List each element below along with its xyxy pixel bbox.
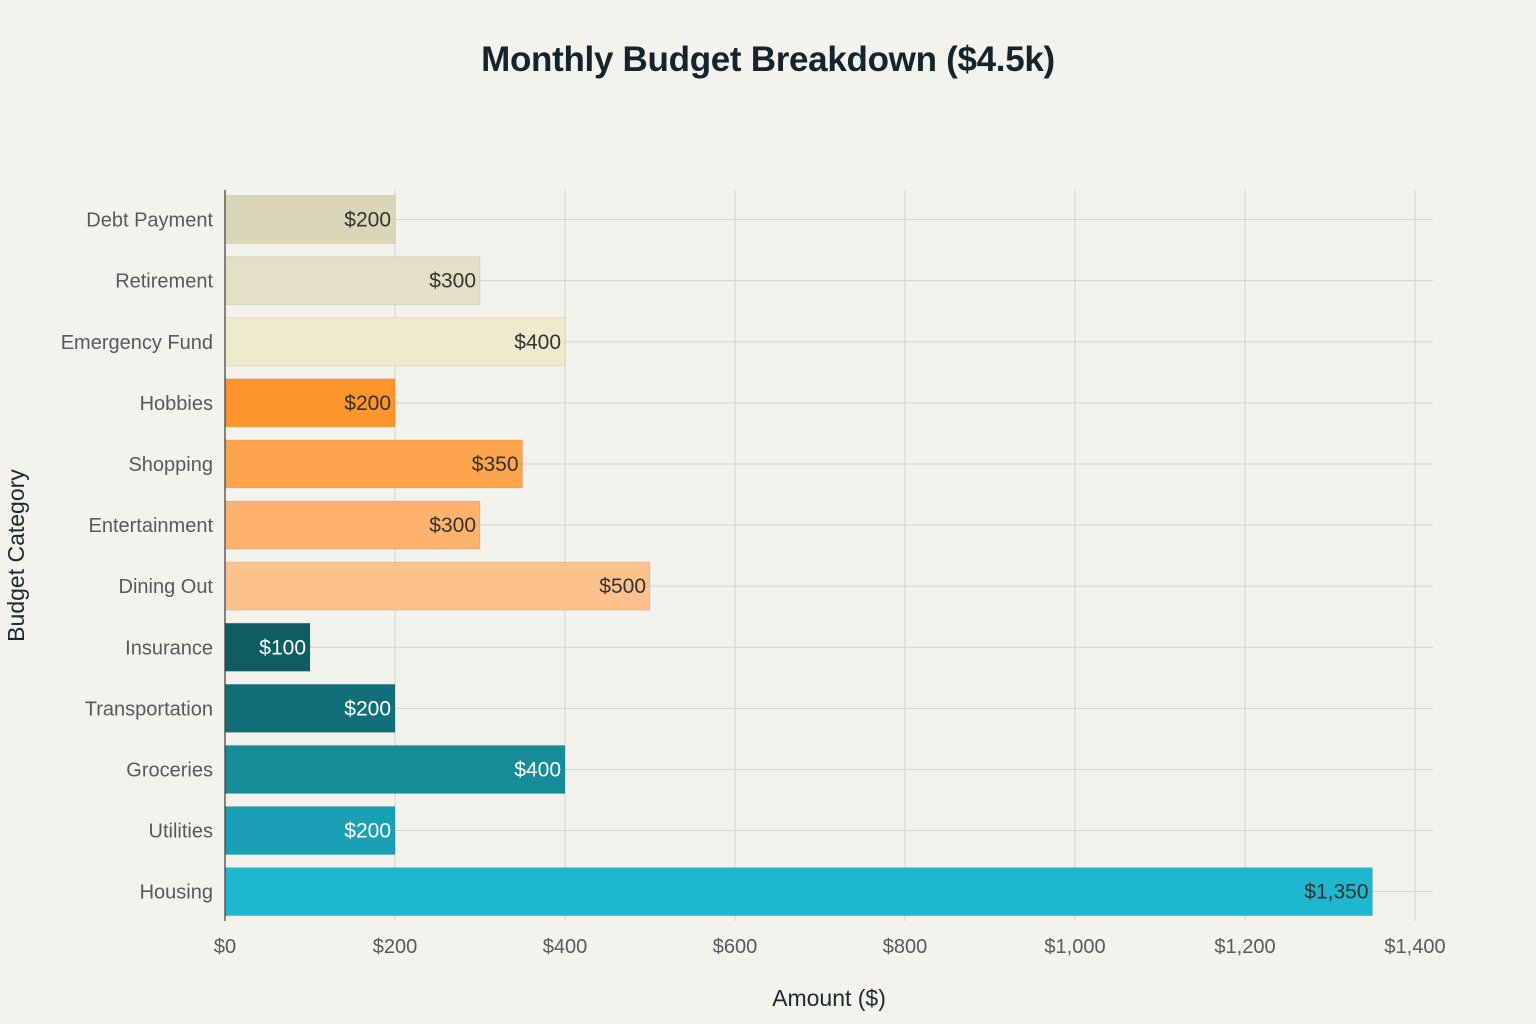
data-label: $300 <box>429 270 476 293</box>
data-label: $300 <box>429 514 476 537</box>
category-label: Shopping <box>128 454 213 476</box>
x-tick-label: $200 <box>373 936 418 958</box>
category-label: Dining Out <box>119 576 214 598</box>
bar <box>224 744 566 794</box>
x-tick-label: $1,000 <box>1044 936 1105 958</box>
data-label: $400 <box>514 758 561 781</box>
y-axis-title: Budget Category <box>3 469 29 642</box>
bar <box>224 683 396 733</box>
category-label: Housing <box>140 882 213 904</box>
data-label: $500 <box>599 575 646 598</box>
category-label: Utilities <box>149 821 213 843</box>
category-label: Transportation <box>85 698 213 720</box>
category-labels: Debt Payment Retirement Emergency Fund Hobb… <box>61 210 214 904</box>
data-label: $350 <box>472 453 519 476</box>
category-label: Groceries <box>126 759 213 781</box>
category-label: Emergency Fund <box>61 332 213 354</box>
bar <box>224 256 481 306</box>
data-label: $200 <box>344 392 391 415</box>
x-tick-label: $1,200 <box>1214 936 1275 958</box>
bar <box>224 317 566 367</box>
x-axis-title: Amount ($) <box>772 985 886 1011</box>
data-label: $1,350 <box>1304 881 1368 904</box>
bar <box>224 561 651 611</box>
x-tick-label: $400 <box>543 936 588 958</box>
x-tick-label: $0 <box>214 936 236 958</box>
category-label: Insurance <box>125 637 213 659</box>
data-label: $100 <box>259 636 306 659</box>
category-label: Debt Payment <box>86 210 213 232</box>
bar <box>224 195 396 245</box>
x-tick-labels: $0 $200 $400 $600 $800 $1,000 $1,200 $1,400 <box>214 936 1446 958</box>
x-tick-label: $800 <box>883 936 928 958</box>
category-label: Hobbies <box>140 393 213 415</box>
bar <box>224 867 1373 917</box>
data-label: $400 <box>514 331 561 354</box>
data-labels: $200 $300 $400 $200 $350 $300 $500 $100 $200 $400… <box>259 209 1368 904</box>
category-label: Entertainment <box>88 515 213 537</box>
chart-title: Monthly Budget Breakdown ($4.5k) <box>481 40 1055 79</box>
x-tick-label: $1,400 <box>1384 936 1445 958</box>
bars <box>224 195 1373 917</box>
category-label: Retirement <box>115 271 213 293</box>
data-label: $200 <box>344 820 391 843</box>
x-tick-label: $600 <box>713 936 758 958</box>
bar <box>224 439 523 489</box>
data-label: $200 <box>344 209 391 232</box>
bar <box>224 378 396 428</box>
data-label: $200 <box>344 697 391 720</box>
bar <box>224 622 311 672</box>
